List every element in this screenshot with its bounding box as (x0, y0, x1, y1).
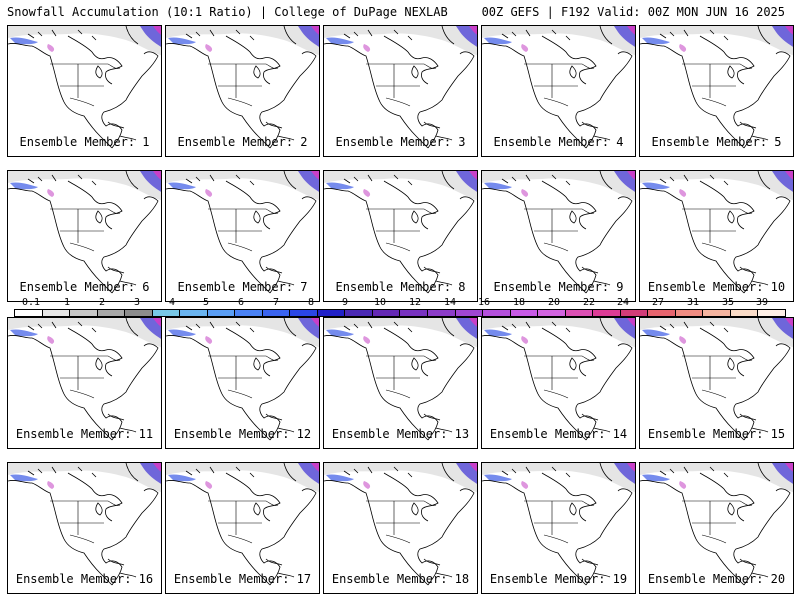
colorbar-swatch (703, 310, 731, 316)
ensemble-map-8 (323, 170, 478, 302)
colorbar-tick-label: 20 (547, 297, 561, 308)
ensemble-map-12 (165, 317, 320, 449)
colorbar-labels: 0.1 1 2 3 4 5 6 7 8 9 10 12 14 16 18 20 22 24 27 31 35 39 (14, 297, 786, 309)
colorbar-tick-label: 10 (373, 297, 387, 308)
ensemble-member-label: Ensemble Member: 18 (331, 572, 470, 586)
colorbar-swatch (262, 310, 291, 316)
colorbar-swatch (730, 310, 759, 316)
ensemble-map-2 (165, 25, 320, 157)
colorbar-tick-label: 31 (686, 297, 700, 308)
colorbar-swatch (317, 310, 346, 316)
colorbar-tick-label: 12 (408, 297, 422, 308)
colorbar-tick-label: 7 (272, 297, 280, 308)
colorbar-tick-label: 5 (202, 297, 210, 308)
colorbar-swatch (152, 310, 181, 316)
colorbar-swatch (593, 310, 621, 316)
colorbar-swatch (620, 310, 649, 316)
ensemble-map-5 (639, 25, 794, 157)
ensemble-map-15 (639, 317, 794, 449)
map-title: Snowfall Accumulation (10:1 Ratio) | Col… (7, 5, 448, 19)
colorbar-tick-label: 6 (237, 297, 245, 308)
ensemble-map-10 (639, 170, 794, 302)
ensemble-map-17 (165, 462, 320, 594)
ensemble-member-label: Ensemble Member: 2 (177, 135, 308, 149)
colorbar-swatch (15, 310, 43, 316)
ensemble-map-4 (481, 25, 636, 157)
colorbar-swatch (345, 310, 373, 316)
ensemble-member-label: Ensemble Member: 11 (15, 427, 154, 441)
colorbar-swatch (180, 310, 208, 316)
colorbar-swatch (565, 310, 594, 316)
ensemble-member-label: Ensemble Member: 3 (335, 135, 466, 149)
ensemble-map-19 (481, 462, 636, 594)
ensemble-member-label: Ensemble Member: 8 (335, 280, 466, 294)
colorbar-tick-label: 3 (133, 297, 141, 308)
colorbar-tick-label: 35 (721, 297, 735, 308)
ensemble-member-label: Ensemble Member: 16 (15, 572, 154, 586)
ensemble-map-1 (7, 25, 162, 157)
colorbar-tick-label: 18 (512, 297, 526, 308)
colorbar-swatch (427, 310, 456, 316)
colorbar-tick-label: 0.1 (21, 297, 41, 308)
colorbar-tick-label: 22 (582, 297, 596, 308)
colorbar-swatch (70, 310, 98, 316)
colorbar-swatch (235, 310, 263, 316)
ensemble-member-label: Ensemble Member: 1 (19, 135, 150, 149)
ensemble-member-label: Ensemble Member: 20 (647, 572, 786, 586)
colorbar-swatch (538, 310, 566, 316)
ensemble-member-label: Ensemble Member: 9 (493, 280, 624, 294)
colorbar-swatch (372, 310, 401, 316)
ensemble-member-label: Ensemble Member: 7 (177, 280, 308, 294)
ensemble-map-9 (481, 170, 636, 302)
ensemble-member-label: Ensemble Member: 12 (173, 427, 312, 441)
colorbar-swatch (207, 310, 236, 316)
colorbar-swatch (400, 310, 428, 316)
colorbar-tick-label: 24 (616, 297, 630, 308)
colorbar-swatch (455, 310, 484, 316)
colorbar-swatch (97, 310, 126, 316)
ensemble-member-label: Ensemble Member: 17 (173, 572, 312, 586)
colorbar-swatch (648, 310, 676, 316)
colorbar-tick-label: 4 (168, 297, 176, 308)
colorbar-tick-label: 2 (98, 297, 106, 308)
model-run-info: 00Z GEFS | F192 Valid: 00Z MON JUN 16 20… (481, 5, 785, 19)
colorbar-swatch (125, 310, 153, 316)
colorbar-tick-label: 14 (443, 297, 457, 308)
ensemble-map-3 (323, 25, 478, 157)
colorbar-swatch (758, 310, 785, 316)
ensemble-map-20 (639, 462, 794, 594)
ensemble-member-label: Ensemble Member: 4 (493, 135, 624, 149)
ensemble-map-6 (7, 170, 162, 302)
colorbar-swatch (290, 310, 318, 316)
ensemble-map-16 (7, 462, 162, 594)
colorbar-swatch (675, 310, 704, 316)
ensemble-map-13 (323, 317, 478, 449)
colorbar-tick-label: 9 (341, 297, 349, 308)
ensemble-member-label: Ensemble Member: 14 (489, 427, 628, 441)
ensemble-member-label: Ensemble Member: 19 (489, 572, 628, 586)
colorbar-tick-label: 27 (651, 297, 665, 308)
colorbar-swatch (483, 310, 511, 316)
colorbar-tick-label: 1 (63, 297, 71, 308)
ensemble-member-label: Ensemble Member: 6 (19, 280, 150, 294)
colorbar-tick-label: 8 (307, 297, 315, 308)
ensemble-member-label: Ensemble Member: 13 (331, 427, 470, 441)
ensemble-member-label: Ensemble Member: 15 (647, 427, 786, 441)
colorbar-tick-label: 39 (755, 297, 769, 308)
colorbar-swatch (510, 310, 539, 316)
ensemble-member-label: Ensemble Member: 5 (651, 135, 782, 149)
ensemble-map-7 (165, 170, 320, 302)
ensemble-member-label: Ensemble Member: 10 (647, 280, 786, 294)
snowfall-colorbar (14, 309, 786, 317)
ensemble-map-18 (323, 462, 478, 594)
colorbar-tick-label: 16 (477, 297, 491, 308)
ensemble-map-11 (7, 317, 162, 449)
ensemble-map-14 (481, 317, 636, 449)
colorbar-swatch (42, 310, 71, 316)
